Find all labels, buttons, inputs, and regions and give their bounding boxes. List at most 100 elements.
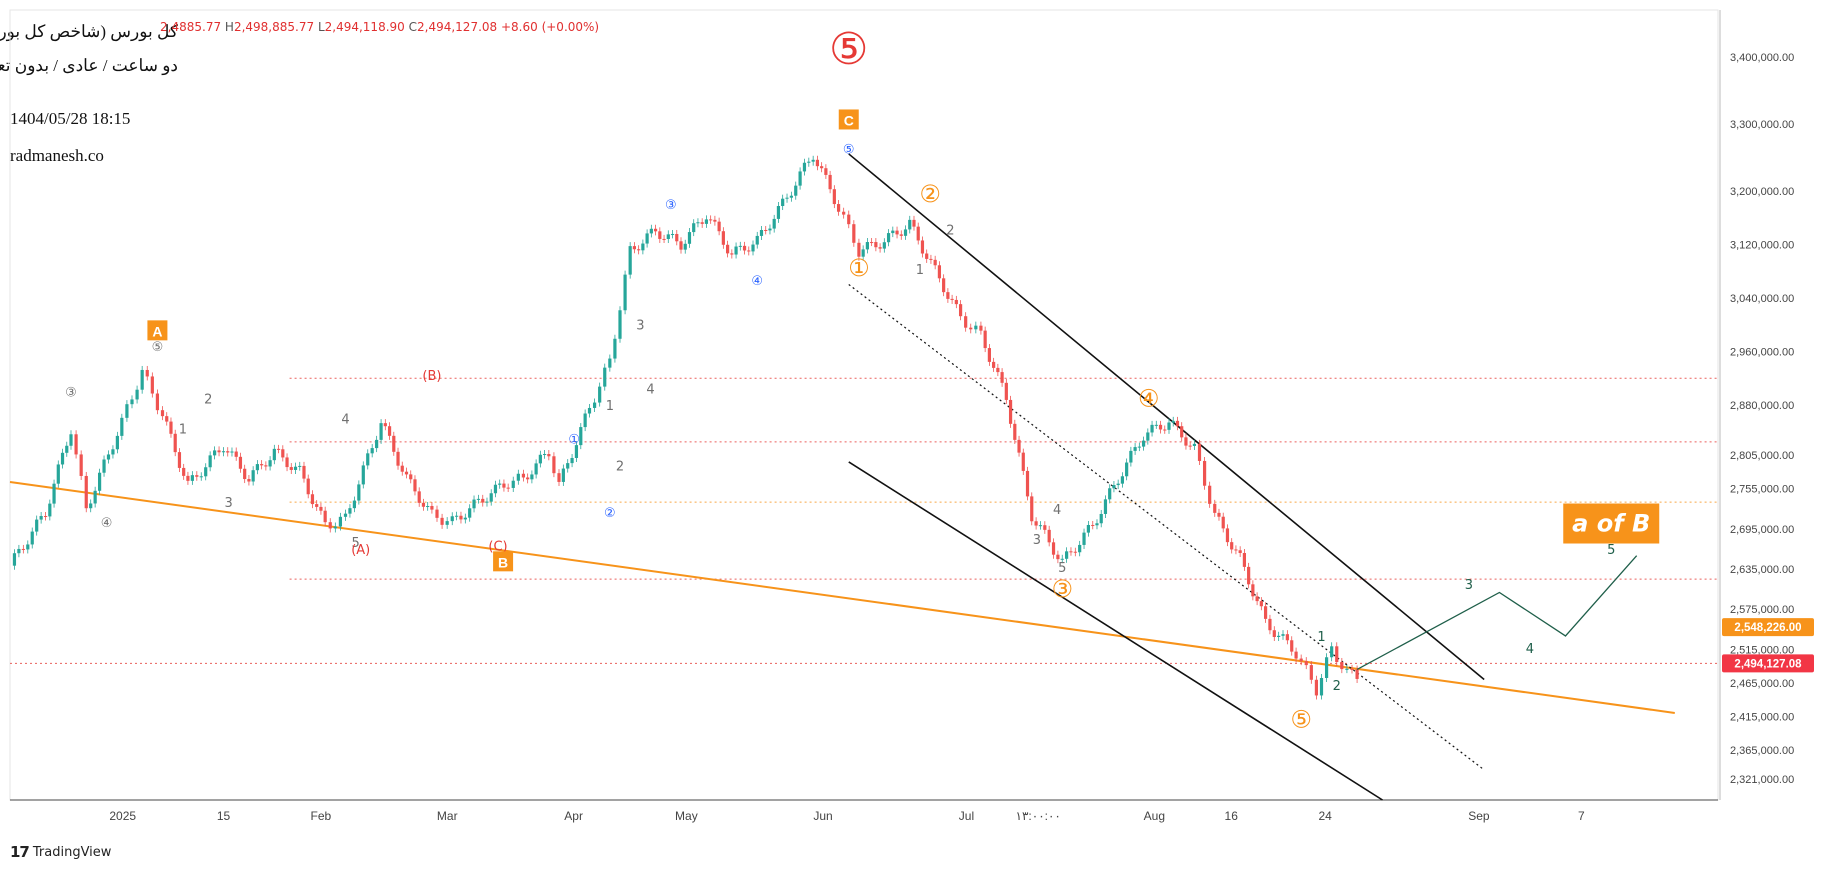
candle-body (79, 454, 83, 476)
candle-body (1171, 420, 1175, 423)
candle-body (768, 228, 772, 231)
wave-box-label: C (844, 112, 854, 128)
candle-body (396, 451, 400, 466)
candle-body (459, 515, 463, 520)
candle-body (721, 231, 725, 245)
wave-label: ① (848, 254, 870, 282)
candle-body (348, 508, 352, 514)
candle-body (1069, 551, 1073, 553)
candle-body (481, 498, 485, 503)
candle-body (704, 219, 709, 224)
y-tick-label: 3,040,000.00 (1730, 293, 1794, 305)
candle-body (618, 310, 622, 339)
candle-body (1255, 596, 1259, 602)
candle-body (675, 233, 679, 242)
candle-body (641, 243, 645, 251)
wave-label: 3 (1033, 533, 1041, 548)
candle-body (1146, 432, 1150, 441)
candle-body (713, 219, 717, 222)
candle-body (1008, 399, 1013, 424)
candle-body (165, 416, 169, 422)
tradingview-branding[interactable]: 𝟭𝟳 TradingView (10, 843, 111, 861)
y-tick-label: 2,695,000.00 (1730, 524, 1794, 536)
candle-body (506, 487, 510, 489)
y-tick-label: 2,575,000.00 (1730, 604, 1794, 616)
candle-body (140, 369, 144, 390)
candle-body (1167, 422, 1171, 430)
candle-body (1335, 646, 1339, 662)
candle-body (485, 501, 489, 503)
candle-body (912, 219, 916, 227)
candle-body (199, 476, 203, 478)
candle-body (1056, 554, 1060, 560)
candle-body (983, 330, 987, 349)
candle-body (847, 214, 851, 225)
candle-body (1304, 661, 1308, 666)
candle-body (268, 460, 272, 467)
candle-body (56, 464, 60, 484)
candle-body (557, 473, 561, 482)
candle-body (974, 325, 978, 330)
candle-body (1299, 658, 1303, 662)
candle-body (1221, 516, 1225, 529)
candle-body (1154, 424, 1158, 426)
candle-body (759, 229, 764, 236)
x-tick-label: Apr (564, 809, 583, 823)
candle-body (942, 278, 946, 293)
candle-body (820, 166, 824, 169)
x-tick-label: Aug (1144, 809, 1165, 823)
candle-body (1091, 524, 1095, 526)
wave-label: ④ (1138, 384, 1160, 412)
candle-body (738, 245, 742, 247)
x-tick-label: Jul (959, 809, 974, 823)
candle-body (516, 473, 520, 481)
candle-body (204, 467, 208, 477)
wave-label: 4 (341, 412, 349, 427)
candle-body (996, 367, 1000, 373)
candle-body (717, 221, 721, 232)
candle-body (979, 325, 983, 331)
candle-body (815, 159, 820, 167)
x-tick-label: 7 (1578, 809, 1585, 823)
candle-body (933, 259, 937, 266)
candle-body (39, 516, 43, 520)
candle-body (747, 250, 751, 252)
candle-body (628, 246, 632, 275)
candle-body (1188, 445, 1192, 447)
wave-label: 3 (636, 319, 644, 334)
candle-body (566, 463, 570, 469)
wave-label: 1 (606, 399, 614, 414)
candle-body (306, 478, 310, 495)
candle-body (489, 493, 493, 502)
candle-body (987, 348, 991, 362)
candle-body (807, 161, 811, 163)
candle-body (357, 484, 361, 501)
candle-body (1272, 630, 1276, 638)
candle-body (35, 519, 39, 532)
x-tick-label: 15 (217, 809, 231, 823)
candle-body (561, 468, 565, 482)
candle-body (370, 448, 374, 454)
y-tick-label: 2,415,000.00 (1730, 711, 1794, 723)
candle-body (30, 531, 34, 545)
tradingview-logo-icon: 𝟭𝟳 (10, 843, 30, 861)
ohlc-readout: 2,4885.77 H2,498,885.77 L2,494,118.90 C2… (160, 20, 599, 34)
candle-body (1290, 640, 1294, 652)
candle-body (734, 246, 738, 255)
y-tick-label: 3,120,000.00 (1730, 239, 1794, 251)
candle-body (472, 499, 476, 509)
candle-body (111, 449, 115, 455)
candle-body (213, 450, 217, 456)
candle-body (1038, 525, 1043, 527)
candle-body (186, 475, 190, 481)
candle-body (450, 516, 454, 522)
y-tick-label: 2,635,000.00 (1730, 564, 1794, 576)
wave-label: 1 (916, 263, 924, 278)
y-tick-label: 2,960,000.00 (1730, 346, 1794, 358)
candle-body (1051, 542, 1056, 555)
candle-body (1251, 584, 1255, 597)
candle-body (445, 521, 449, 525)
candle-body (992, 361, 996, 368)
candle-body (1137, 446, 1141, 448)
